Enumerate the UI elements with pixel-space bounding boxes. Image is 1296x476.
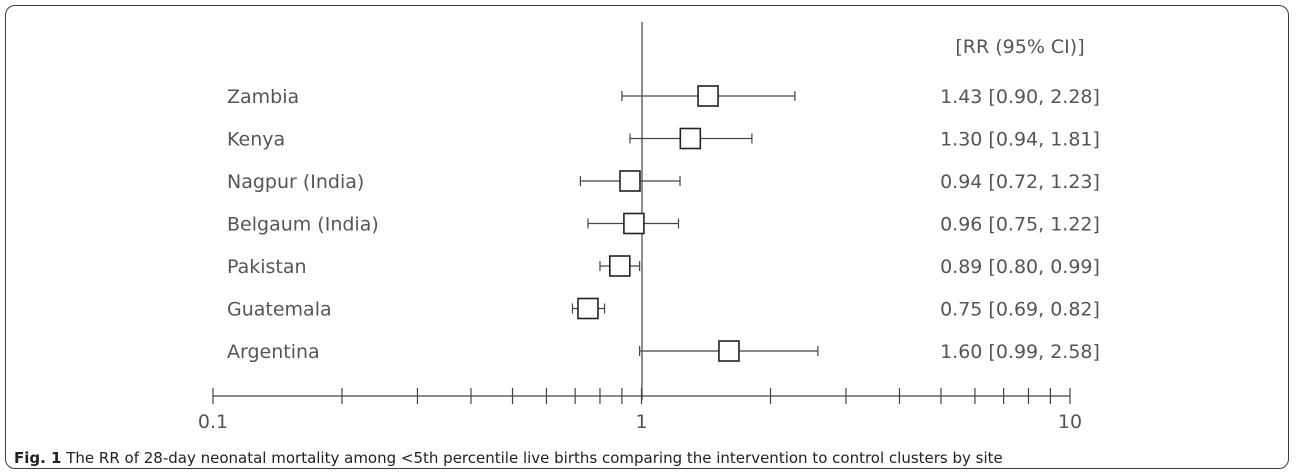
x-axis: 0.1 1 10: [198, 388, 1082, 433]
rr-marker: [718, 340, 740, 362]
rr-ci-label: 1.60 [0.99, 2.58]: [940, 341, 1100, 363]
rr-ci-label: 0.89 [0.80, 0.99]: [940, 256, 1100, 278]
column-header: [RR (95% CI)]: [955, 36, 1084, 58]
forest-row: Pakistan 0.89 [0.80, 0.99]: [227, 255, 1100, 278]
rr-ci-label: 0.94 [0.72, 1.23]: [940, 171, 1100, 193]
rr-ci-label: 0.96 [0.75, 1.22]: [940, 214, 1100, 236]
site-label: Zambia: [227, 86, 299, 108]
rr-marker: [679, 127, 702, 150]
site-label: Pakistan: [227, 256, 307, 278]
site-label: Belgaum (India): [227, 214, 379, 236]
rr-ci-label: 0.75 [0.69, 0.82]: [940, 299, 1100, 321]
rr-marker: [697, 85, 719, 107]
forest-rows: Zambia 1.43 [0.90, 2.28] Kenya 1.30 [0.94, …: [227, 85, 1100, 363]
forest-row: Zambia 1.43 [0.90, 2.28]: [227, 85, 1100, 108]
forest-row: Argentina 1.60 [0.99, 2.58]: [227, 340, 1100, 363]
tick-label: 0.1: [198, 411, 228, 433]
forest-row: Nagpur (India) 0.94 [0.72, 1.23]: [227, 170, 1100, 193]
caption-label: Fig. 1: [14, 449, 62, 467]
tick-label: 1: [635, 411, 647, 433]
forest-row: Belgaum (India) 0.96 [0.75, 1.22]: [227, 212, 1100, 236]
forest-row: Guatemala 0.75 [0.69, 0.82]: [227, 297, 1100, 321]
site-label: Nagpur (India): [227, 171, 364, 193]
rr-marker: [577, 297, 599, 320]
forest-row: Kenya 1.30 [0.94, 1.81]: [227, 127, 1100, 151]
rr-marker: [619, 170, 641, 192]
site-label: Guatemala: [227, 299, 332, 321]
rr-marker: [609, 255, 631, 277]
figure-frame: [5, 5, 1289, 469]
figure-caption: Fig. 1 The RR of 28-day neonatal mortali…: [14, 449, 1284, 467]
site-label: Kenya: [227, 129, 285, 151]
site-label: Argentina: [227, 341, 320, 363]
tick-label: 10: [1058, 411, 1082, 433]
rr-ci-label: 1.30 [0.94, 1.81]: [940, 129, 1100, 151]
rr-marker: [623, 212, 645, 235]
caption-text: The RR of 28-day neonatal mortality amon…: [61, 449, 1003, 467]
rr-ci-label: 1.43 [0.90, 2.28]: [940, 86, 1100, 108]
